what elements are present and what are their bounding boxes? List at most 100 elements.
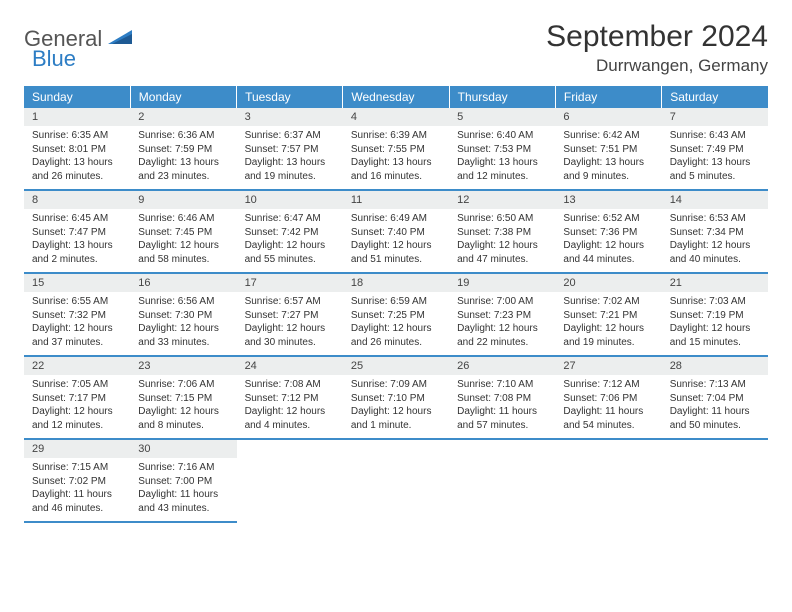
- sunset-line: Sunset: 7:02 PM: [32, 475, 122, 489]
- daylight-line: Daylight: 12 hours and 51 minutes.: [351, 239, 441, 266]
- day-number: 4: [343, 108, 449, 126]
- calendar-day-cell: 13 Sunrise: 6:52 AM Sunset: 7:36 PM Dayl…: [555, 190, 661, 273]
- daylight-line: Daylight: 13 hours and 9 minutes.: [563, 156, 653, 183]
- day-number: 5: [449, 108, 555, 126]
- sunset-line: Sunset: 7:08 PM: [457, 392, 547, 406]
- day-number: 7: [662, 108, 768, 126]
- day-details: Sunrise: 6:52 AM Sunset: 7:36 PM Dayligh…: [555, 209, 661, 272]
- weekday-header: Thursday: [449, 86, 555, 108]
- calendar-day-cell: 25 Sunrise: 7:09 AM Sunset: 7:10 PM Dayl…: [343, 356, 449, 439]
- day-number: 26: [449, 357, 555, 375]
- weekday-header: Tuesday: [237, 86, 343, 108]
- daylight-line: Daylight: 13 hours and 26 minutes.: [32, 156, 122, 183]
- day-number: 23: [130, 357, 236, 375]
- calendar-day-cell: 12 Sunrise: 6:50 AM Sunset: 7:38 PM Dayl…: [449, 190, 555, 273]
- day-details: Sunrise: 6:49 AM Sunset: 7:40 PM Dayligh…: [343, 209, 449, 272]
- daylight-line: Daylight: 13 hours and 23 minutes.: [138, 156, 228, 183]
- location-label: Durrwangen, Germany: [546, 56, 768, 76]
- sunset-line: Sunset: 7:32 PM: [32, 309, 122, 323]
- day-details: Sunrise: 6:53 AM Sunset: 7:34 PM Dayligh…: [662, 209, 768, 272]
- calendar-day-cell: 27 Sunrise: 7:12 AM Sunset: 7:06 PM Dayl…: [555, 356, 661, 439]
- day-number: 18: [343, 274, 449, 292]
- day-number: 22: [24, 357, 130, 375]
- daylight-line: Daylight: 12 hours and 55 minutes.: [245, 239, 335, 266]
- day-details: Sunrise: 7:12 AM Sunset: 7:06 PM Dayligh…: [555, 375, 661, 438]
- calendar-day-cell: 16 Sunrise: 6:56 AM Sunset: 7:30 PM Dayl…: [130, 273, 236, 356]
- sunset-line: Sunset: 7:04 PM: [670, 392, 760, 406]
- day-details: Sunrise: 7:03 AM Sunset: 7:19 PM Dayligh…: [662, 292, 768, 355]
- daylight-line: Daylight: 12 hours and 8 minutes.: [138, 405, 228, 432]
- logo-word-2: Blue: [32, 46, 76, 71]
- day-number: 20: [555, 274, 661, 292]
- calendar-day-cell: 26 Sunrise: 7:10 AM Sunset: 7:08 PM Dayl…: [449, 356, 555, 439]
- sunrise-line: Sunrise: 6:59 AM: [351, 295, 441, 309]
- weekday-header: Saturday: [662, 86, 768, 108]
- day-details: Sunrise: 7:00 AM Sunset: 7:23 PM Dayligh…: [449, 292, 555, 355]
- sunset-line: Sunset: 7:59 PM: [138, 143, 228, 157]
- day-details: Sunrise: 6:45 AM Sunset: 7:47 PM Dayligh…: [24, 209, 130, 272]
- header: General Blue September 2024 Durrwangen, …: [24, 20, 768, 76]
- day-number: 3: [237, 108, 343, 126]
- calendar-day-cell: 14 Sunrise: 6:53 AM Sunset: 7:34 PM Dayl…: [662, 190, 768, 273]
- daylight-line: Daylight: 12 hours and 15 minutes.: [670, 322, 760, 349]
- daylight-line: Daylight: 12 hours and 19 minutes.: [563, 322, 653, 349]
- day-details: Sunrise: 6:56 AM Sunset: 7:30 PM Dayligh…: [130, 292, 236, 355]
- sunset-line: Sunset: 7:51 PM: [563, 143, 653, 157]
- title-block: September 2024 Durrwangen, Germany: [546, 20, 768, 76]
- sunset-line: Sunset: 7:47 PM: [32, 226, 122, 240]
- day-details: Sunrise: 6:55 AM Sunset: 7:32 PM Dayligh…: [24, 292, 130, 355]
- daylight-line: Daylight: 12 hours and 12 minutes.: [32, 405, 122, 432]
- sunrise-line: Sunrise: 6:40 AM: [457, 129, 547, 143]
- day-details: Sunrise: 6:40 AM Sunset: 7:53 PM Dayligh…: [449, 126, 555, 189]
- day-details: Sunrise: 7:16 AM Sunset: 7:00 PM Dayligh…: [130, 458, 236, 521]
- sunrise-line: Sunrise: 6:37 AM: [245, 129, 335, 143]
- sunrise-line: Sunrise: 6:43 AM: [670, 129, 760, 143]
- sunset-line: Sunset: 7:23 PM: [457, 309, 547, 323]
- day-number: 17: [237, 274, 343, 292]
- day-number: 12: [449, 191, 555, 209]
- calendar-day-cell: 4 Sunrise: 6:39 AM Sunset: 7:55 PM Dayli…: [343, 108, 449, 190]
- sunset-line: Sunset: 7:12 PM: [245, 392, 335, 406]
- sunset-line: Sunset: 8:01 PM: [32, 143, 122, 157]
- day-number: 1: [24, 108, 130, 126]
- day-number: 27: [555, 357, 661, 375]
- sunset-line: Sunset: 7:30 PM: [138, 309, 228, 323]
- sunrise-line: Sunrise: 6:35 AM: [32, 129, 122, 143]
- sunrise-line: Sunrise: 7:03 AM: [670, 295, 760, 309]
- weekday-header-row: Sunday Monday Tuesday Wednesday Thursday…: [24, 86, 768, 108]
- day-details: Sunrise: 6:42 AM Sunset: 7:51 PM Dayligh…: [555, 126, 661, 189]
- day-details: Sunrise: 6:35 AM Sunset: 8:01 PM Dayligh…: [24, 126, 130, 189]
- daylight-line: Daylight: 11 hours and 43 minutes.: [138, 488, 228, 515]
- calendar-day-cell: 3 Sunrise: 6:37 AM Sunset: 7:57 PM Dayli…: [237, 108, 343, 190]
- daylight-line: Daylight: 12 hours and 30 minutes.: [245, 322, 335, 349]
- calendar-day-cell: 28 Sunrise: 7:13 AM Sunset: 7:04 PM Dayl…: [662, 356, 768, 439]
- sunrise-line: Sunrise: 6:55 AM: [32, 295, 122, 309]
- day-number: 28: [662, 357, 768, 375]
- calendar-day-cell: 9 Sunrise: 6:46 AM Sunset: 7:45 PM Dayli…: [130, 190, 236, 273]
- daylight-line: Daylight: 13 hours and 16 minutes.: [351, 156, 441, 183]
- calendar-day-cell: 1 Sunrise: 6:35 AM Sunset: 8:01 PM Dayli…: [24, 108, 130, 190]
- daylight-line: Daylight: 12 hours and 22 minutes.: [457, 322, 547, 349]
- daylight-line: Daylight: 13 hours and 19 minutes.: [245, 156, 335, 183]
- calendar-empty-cell: [449, 439, 555, 522]
- sunrise-line: Sunrise: 7:12 AM: [563, 378, 653, 392]
- daylight-line: Daylight: 12 hours and 47 minutes.: [457, 239, 547, 266]
- calendar-day-cell: 21 Sunrise: 7:03 AM Sunset: 7:19 PM Dayl…: [662, 273, 768, 356]
- day-details: Sunrise: 7:10 AM Sunset: 7:08 PM Dayligh…: [449, 375, 555, 438]
- day-details: Sunrise: 6:39 AM Sunset: 7:55 PM Dayligh…: [343, 126, 449, 189]
- calendar-day-cell: 8 Sunrise: 6:45 AM Sunset: 7:47 PM Dayli…: [24, 190, 130, 273]
- sunrise-line: Sunrise: 7:13 AM: [670, 378, 760, 392]
- calendar-week-row: 22 Sunrise: 7:05 AM Sunset: 7:17 PM Dayl…: [24, 356, 768, 439]
- calendar-empty-cell: [555, 439, 661, 522]
- day-details: Sunrise: 6:37 AM Sunset: 7:57 PM Dayligh…: [237, 126, 343, 189]
- daylight-line: Daylight: 12 hours and 44 minutes.: [563, 239, 653, 266]
- logo-triangle-icon: [108, 28, 134, 51]
- day-details: Sunrise: 6:43 AM Sunset: 7:49 PM Dayligh…: [662, 126, 768, 189]
- day-number: 25: [343, 357, 449, 375]
- calendar-day-cell: 10 Sunrise: 6:47 AM Sunset: 7:42 PM Dayl…: [237, 190, 343, 273]
- calendar-day-cell: 11 Sunrise: 6:49 AM Sunset: 7:40 PM Dayl…: [343, 190, 449, 273]
- sunset-line: Sunset: 7:17 PM: [32, 392, 122, 406]
- calendar-day-cell: 7 Sunrise: 6:43 AM Sunset: 7:49 PM Dayli…: [662, 108, 768, 190]
- day-details: Sunrise: 7:05 AM Sunset: 7:17 PM Dayligh…: [24, 375, 130, 438]
- sunset-line: Sunset: 7:45 PM: [138, 226, 228, 240]
